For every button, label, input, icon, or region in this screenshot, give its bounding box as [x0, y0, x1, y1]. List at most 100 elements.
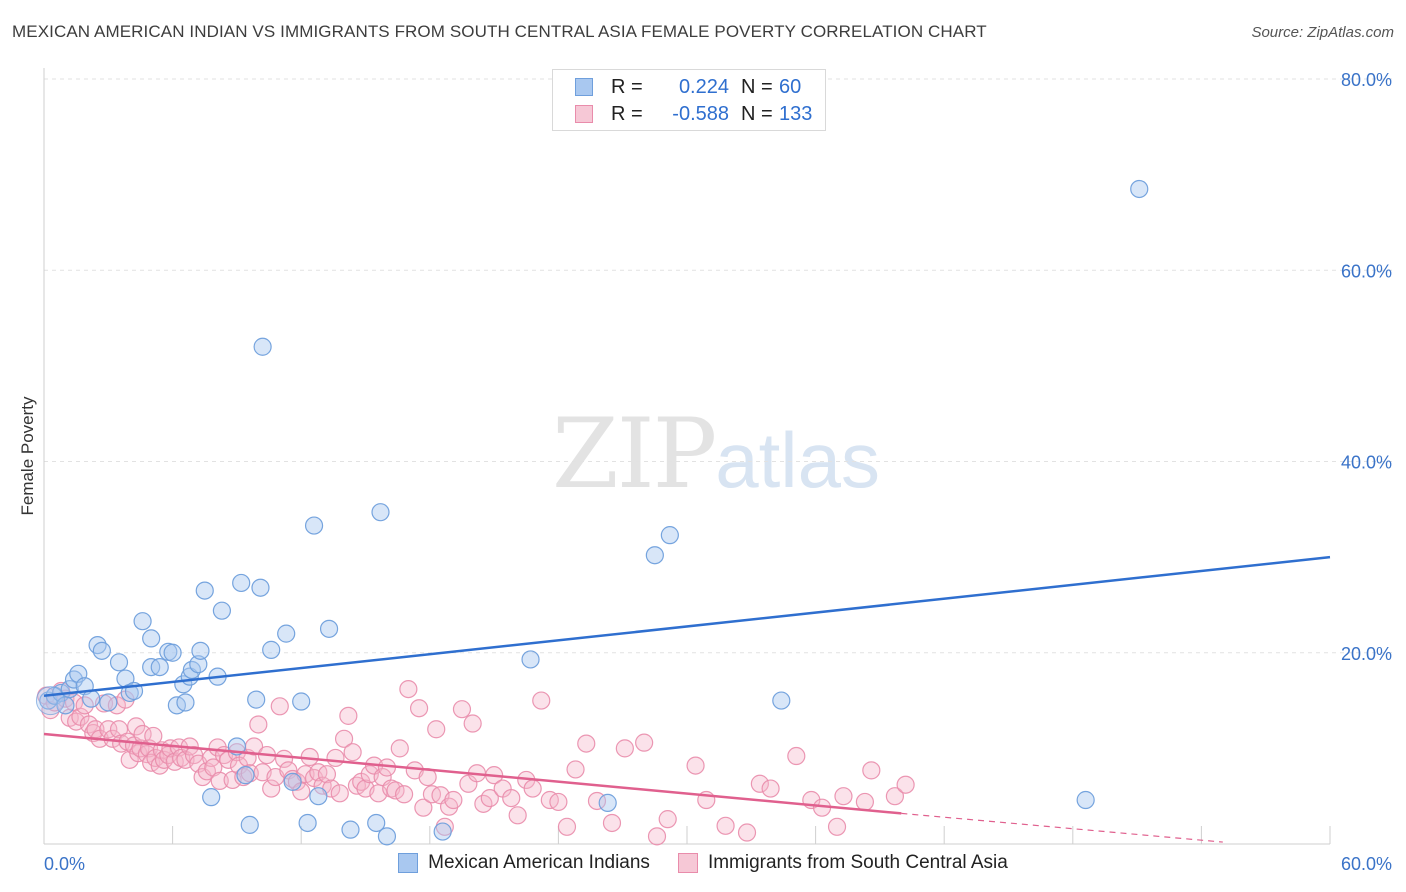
pink-data-point	[427, 720, 446, 739]
stats-n-label: N =	[741, 102, 773, 125]
pink-data-point	[885, 787, 905, 806]
pink-data-point	[390, 739, 409, 758]
pink-data-point	[317, 765, 337, 784]
y-tick-label: 20.0%	[1341, 644, 1392, 664]
pink-data-point	[549, 792, 568, 812]
pink-data-point	[566, 760, 585, 779]
blue-data-point	[262, 640, 281, 659]
pink-data-point	[270, 697, 289, 716]
pink-data-point	[452, 700, 472, 719]
pink-data-point	[480, 788, 499, 808]
chart-legend: Mexican American Indians Immigrants from…	[0, 852, 1406, 874]
blue-data-point	[521, 650, 540, 669]
pink-data-point	[399, 679, 418, 699]
blue-data-point	[82, 689, 101, 708]
pink-data-point	[761, 779, 780, 798]
blue-data-point	[371, 503, 390, 522]
blue-data-point	[309, 787, 328, 806]
pink-data-point	[855, 792, 874, 812]
pink-data-point	[615, 739, 634, 758]
pink-data-point	[502, 788, 521, 808]
blue-data-point	[236, 766, 255, 785]
grid-lines	[44, 78, 1392, 654]
x-tick-label: 0.0%	[44, 854, 85, 874]
pink-data-point	[750, 774, 769, 793]
pink-data-point	[862, 761, 881, 780]
pink-data-point	[210, 771, 229, 790]
stats-r-value-pink: -0.588	[672, 102, 729, 125]
blue-data-point	[195, 581, 214, 600]
blue-data-point	[341, 820, 360, 839]
blue-data-point	[283, 772, 302, 791]
blue-data-point	[176, 693, 195, 712]
blue-trend-line	[43, 555, 1331, 698]
pink-data-point	[394, 785, 414, 804]
blue-data-point	[772, 691, 791, 710]
stats-swatch-pink	[575, 105, 593, 123]
blue-data-point	[240, 815, 259, 834]
pink-data-point	[75, 696, 94, 715]
pink-data-point	[577, 734, 596, 753]
pink-data-point	[99, 720, 118, 739]
blue-data-point	[433, 822, 452, 841]
blue-data-point	[191, 641, 210, 660]
pink-data-point	[787, 746, 806, 766]
x-tick-label: 60.0%	[1341, 854, 1392, 874]
pink-data-point	[658, 810, 677, 829]
stats-r-label: R =	[611, 75, 643, 98]
pink-data-point	[635, 733, 654, 752]
pink-data-point	[184, 745, 204, 765]
correlation-stats-box: R = 0.224 N = 60 R = -0.588 N = 133	[552, 69, 826, 131]
blue-data-point	[202, 788, 221, 807]
blue-data-point	[1130, 179, 1149, 199]
blue-data-point	[109, 653, 129, 672]
pink-data-point	[330, 784, 349, 803]
legend-label-blue: Mexican American Indians	[428, 852, 650, 873]
pink-data-point	[444, 790, 463, 810]
blue-data-point	[150, 657, 169, 677]
blue-data-point	[598, 793, 617, 812]
trend-lines	[43, 555, 1331, 843]
blue-data-point	[304, 516, 324, 535]
blue-data-point	[163, 643, 182, 662]
blue-data-point	[142, 629, 161, 648]
y-tick-label: 80.0%	[1341, 70, 1392, 90]
pink-data-point	[262, 779, 281, 798]
pink-data-point	[508, 806, 527, 825]
pink-trend-extension	[901, 812, 1223, 843]
blue-data-point	[660, 526, 679, 545]
blue-data-point	[99, 693, 118, 712]
pink-data-point	[896, 775, 915, 794]
stats-row-blue: R = 0.224 N = 60	[575, 74, 801, 100]
pink-data-point	[414, 798, 433, 817]
pink-data-point	[686, 756, 705, 775]
pink-data-point	[463, 714, 482, 733]
legend-swatch-pink	[677, 853, 698, 873]
pink-data-point	[737, 823, 757, 842]
blue-data-point	[319, 619, 339, 638]
pink-data-point	[249, 715, 268, 734]
pink-trend-line	[43, 732, 902, 815]
blue-data-point	[92, 641, 111, 660]
pink-data-point	[602, 813, 622, 833]
blue-data-point	[189, 655, 208, 674]
stats-row-pink: R = -0.588 N = 133	[575, 101, 812, 127]
pink-data-point	[339, 706, 358, 725]
stats-swatch-blue	[575, 78, 593, 96]
blue-data-point	[645, 546, 664, 565]
pink-data-point	[523, 779, 542, 798]
legend-item-mexican-american-indians[interactable]: Mexican American Indians	[398, 852, 650, 874]
stats-r-label: R =	[611, 102, 643, 125]
blue-data-point	[298, 813, 317, 833]
legend-item-immigrants-south-central-asia[interactable]: Immigrants from South Central Asia	[677, 852, 1008, 874]
pink-data-point	[326, 748, 345, 768]
legend-label-pink: Immigrants from South Central Asia	[707, 852, 1008, 873]
pink-data-point	[334, 729, 354, 748]
blue-data-point	[232, 573, 251, 593]
blue-data-point	[292, 692, 311, 711]
blue-data-point	[377, 827, 397, 846]
pink-data-point	[827, 817, 847, 836]
blue-data-point	[367, 813, 386, 833]
blue-data-point	[277, 624, 296, 643]
